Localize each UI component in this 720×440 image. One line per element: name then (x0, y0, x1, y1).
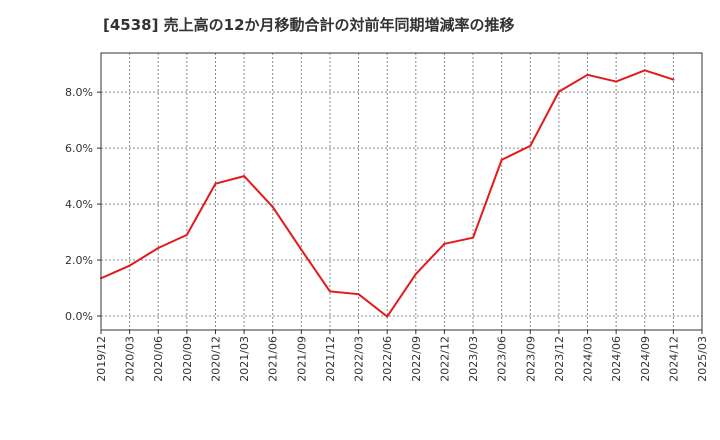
x-tick-label: 2020/06 (152, 336, 165, 382)
x-tick-label: 2021/06 (267, 336, 280, 382)
data-point (386, 315, 389, 318)
x-tick-label: 2021/09 (295, 336, 308, 382)
data-point (615, 80, 618, 83)
x-axis-labels: 2019/12 2020/03 2020/06 2020/09 2020/12 2021/… (95, 336, 709, 382)
data-point (500, 158, 503, 161)
chart-title: [4538] 売上高の12か月移動合計の対前年同期増減率の推移 (103, 16, 515, 34)
series-layer (100, 69, 675, 318)
data-point (328, 290, 331, 293)
x-tick-label: 2022/09 (410, 336, 423, 382)
x-tick-label: 2020/03 (124, 336, 137, 382)
x-tick-label: 2024/03 (582, 336, 595, 382)
data-point (243, 175, 246, 178)
data-point (157, 247, 160, 250)
data-point (128, 264, 131, 267)
x-tick-label: 2025/03 (696, 336, 709, 382)
x-tick-label: 2022/06 (381, 336, 394, 382)
x-tick-label: 2023/09 (524, 336, 537, 382)
data-point (586, 73, 589, 76)
data-point (414, 273, 417, 276)
x-tick-label: 2021/03 (238, 336, 251, 382)
y-axis-labels: 0.0% 2.0% 4.0% 6.0% 8.0% (65, 86, 93, 323)
plot-frame (100, 52, 703, 331)
data-point (529, 144, 532, 147)
y-tick-label: 0.0% (65, 310, 93, 323)
data-point (443, 242, 446, 245)
x-tick-label: 2020/09 (181, 336, 194, 382)
y-tick-label: 2.0% (65, 254, 93, 267)
x-tick-label: 2022/03 (353, 336, 366, 382)
data-point (357, 293, 360, 296)
grid-layer (97, 53, 703, 334)
x-tick-label: 2024/06 (610, 336, 623, 382)
y-tick-label: 4.0% (65, 198, 93, 211)
x-tick-label: 2020/12 (209, 336, 222, 382)
data-point (271, 205, 274, 208)
data-point (300, 248, 303, 251)
x-tick-label: 2024/12 (667, 336, 680, 382)
x-tick-label: 2023/06 (496, 336, 509, 382)
y-tick-label: 6.0% (65, 142, 93, 155)
y-tick-label: 8.0% (65, 86, 93, 99)
x-tick-label: 2024/09 (639, 336, 652, 382)
x-tick-label: 2021/12 (324, 336, 337, 382)
x-tick-label: 2023/03 (467, 336, 480, 382)
x-tick-label: 2023/12 (553, 336, 566, 382)
data-point (643, 69, 646, 72)
x-tick-label: 2022/12 (438, 336, 451, 382)
data-point (185, 233, 188, 236)
data-point (557, 90, 560, 93)
data-point (672, 78, 675, 81)
x-tick-label: 2019/12 (95, 336, 108, 382)
data-point (214, 182, 217, 185)
data-point (472, 236, 475, 239)
